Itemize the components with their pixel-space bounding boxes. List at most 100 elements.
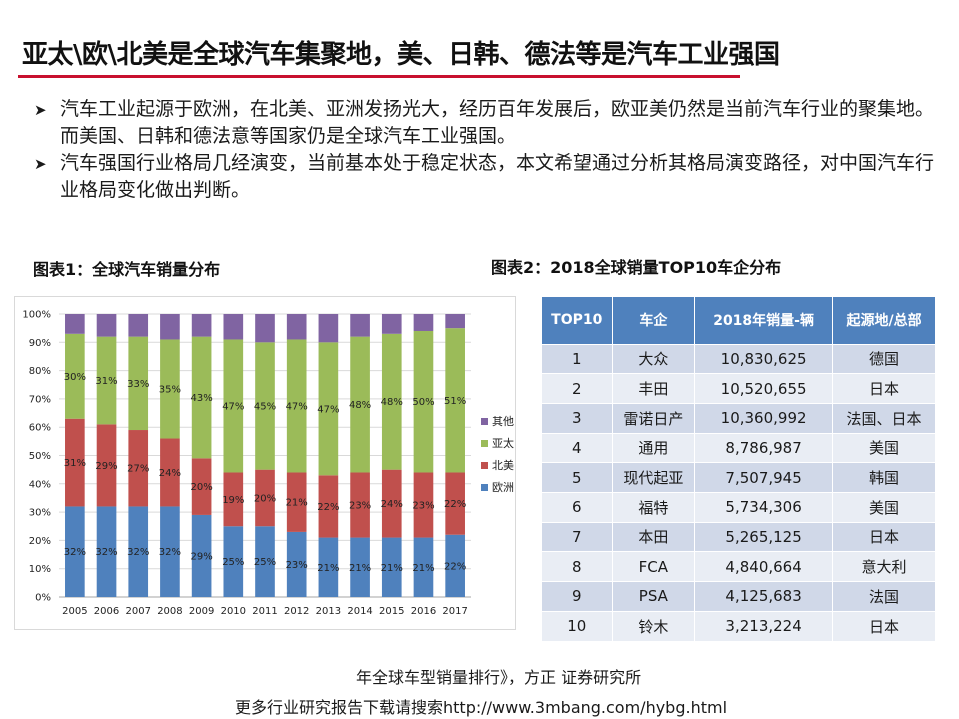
bar-segment [65, 506, 85, 597]
x-tick-label: 2015 [379, 606, 404, 617]
bar-segment [96, 314, 117, 337]
cell-company: 大众 [612, 343, 696, 374]
page-title: 亚太\欧\北美是全球汽车集聚地，美、日韩、德法等是汽车工业强国 [22, 40, 780, 70]
bullet-list: ➤ 汽车工业起源于欧洲，在北美、亚洲发扬光大，经历百年发展后，欧亚美仍然是当前汽… [34, 96, 934, 204]
bullet-text: 汽车工业起源于欧洲，在北美、亚洲发扬光大，经历百年发展后，欧亚美仍然是当前汽车行… [60, 98, 935, 147]
table-row: 7 本田 5,265,125 日本 [542, 521, 935, 552]
bar-segment [255, 469, 275, 527]
segment-label: 21% [349, 563, 371, 574]
bar-segment [445, 534, 465, 597]
segment-label: 47% [286, 401, 308, 412]
segment-label: 22% [444, 499, 466, 510]
bar-segment [318, 314, 339, 343]
x-tick-label: 2012 [284, 606, 309, 617]
cell-sales: 5,734,306 [694, 491, 834, 523]
cell-rank: 8 [542, 551, 613, 582]
legend-swatch [481, 484, 488, 491]
bar-segment [223, 314, 244, 340]
cell-sales: 4,840,664 [694, 551, 834, 582]
bar-segment [96, 424, 117, 507]
y-tick-label: 0% [35, 593, 51, 604]
segment-label: 45% [254, 401, 276, 412]
legend-label: 其他 [492, 415, 514, 428]
segment-label: 31% [64, 458, 86, 469]
segment-label: 51% [444, 396, 466, 407]
table-row: 8 FCA 4,840,664 意大利 [542, 551, 935, 582]
segment-label: 32% [127, 547, 149, 558]
cell-company: 福特 [612, 491, 696, 523]
y-tick-label: 50% [29, 451, 51, 462]
cell-rank: 7 [542, 521, 613, 552]
cell-origin: 韩国 [832, 462, 935, 493]
y-tick-label: 10% [29, 564, 51, 575]
source-note: 年全球车型销量排行》，方正 证券研究所 [356, 668, 642, 687]
bar-segment [413, 537, 434, 597]
cell-sales: 8,786,987 [694, 432, 834, 463]
bar-segment [318, 537, 339, 597]
table-caption: 图表2：2018全球销量TOP10车企分布 [491, 258, 782, 277]
legend-label: 亚太 [492, 437, 514, 450]
legend-swatch [481, 418, 488, 425]
segment-label: 29% [95, 461, 117, 472]
bar-segment [286, 531, 307, 597]
bar-segment [445, 314, 465, 329]
cell-origin: 德国 [832, 343, 935, 374]
bar-segment [191, 336, 212, 459]
cell-origin: 意大利 [832, 551, 935, 582]
cell-sales: 10,360,992 [694, 402, 834, 434]
bar-segment [191, 514, 212, 597]
x-tick-label: 2011 [252, 606, 277, 617]
segment-label: 24% [159, 468, 181, 479]
segment-label: 27% [127, 464, 149, 475]
segment-label: 32% [95, 547, 117, 558]
bar-segment [381, 314, 402, 334]
cell-rank: 10 [542, 610, 613, 641]
bullet-text: 汽车强国行业格局几经演变，当前基本处于稳定状态，本文希望通过分析其格局演变路径，… [60, 152, 935, 201]
cell-origin: 日本 [832, 521, 935, 552]
cell-origin: 法国、日本 [832, 402, 935, 434]
segment-label: 33% [127, 379, 149, 390]
bar-segment [128, 430, 149, 507]
segment-label: 23% [349, 501, 371, 512]
segment-label: 19% [222, 495, 244, 506]
segment-label: 30% [64, 372, 86, 383]
bar-segment [255, 526, 275, 597]
title-underline [18, 75, 740, 78]
legend-swatch [481, 462, 488, 469]
segment-label: 25% [254, 557, 276, 568]
bar-segment [350, 336, 370, 473]
bar-segment [413, 472, 434, 538]
bar-segment [255, 342, 275, 470]
cell-sales: 5,265,125 [694, 521, 834, 552]
cell-company: 丰田 [612, 373, 696, 404]
segment-label: 22% [444, 561, 466, 572]
cell-company: 现代起亚 [612, 462, 696, 493]
header-rank: TOP10 [542, 297, 613, 344]
x-tick-label: 2009 [189, 606, 214, 617]
y-tick-label: 70% [29, 394, 51, 405]
cell-rank: 4 [542, 432, 613, 463]
bar-segment [128, 506, 149, 597]
x-tick-label: 2008 [157, 606, 182, 617]
segment-label: 50% [412, 397, 434, 408]
arrow-bullet-icon: ➤ [34, 155, 47, 173]
table-row: 2 丰田 10,520,655 日本 [542, 373, 935, 404]
segment-label: 35% [159, 384, 181, 395]
cell-origin: 法国 [832, 581, 935, 612]
x-tick-label: 2016 [411, 606, 436, 617]
bar-segment [413, 314, 434, 331]
bar-segment [160, 339, 180, 439]
top10-ranking-table: TOP10 车企 2018年销量-辆 起源地/总部 1 大众 10,830,625 德… [542, 297, 935, 641]
bar-segment [96, 336, 117, 425]
y-tick-label: 80% [29, 366, 51, 377]
cell-company: 本田 [612, 521, 696, 552]
segment-label: 25% [222, 557, 244, 568]
x-tick-label: 2017 [442, 606, 467, 617]
x-tick-label: 2005 [62, 606, 87, 617]
segment-label: 21% [381, 563, 403, 574]
segment-label: 43% [190, 393, 212, 404]
sales-distribution-chart: 0% 10% 20% 30% 40% 50% 60% 70% 80% 90% 100% 32% 31% 3… [14, 296, 516, 630]
segment-label: 20% [254, 493, 276, 504]
segment-label: 21% [317, 563, 339, 574]
table-row: 6 福特 5,734,306 美国 [542, 491, 935, 523]
